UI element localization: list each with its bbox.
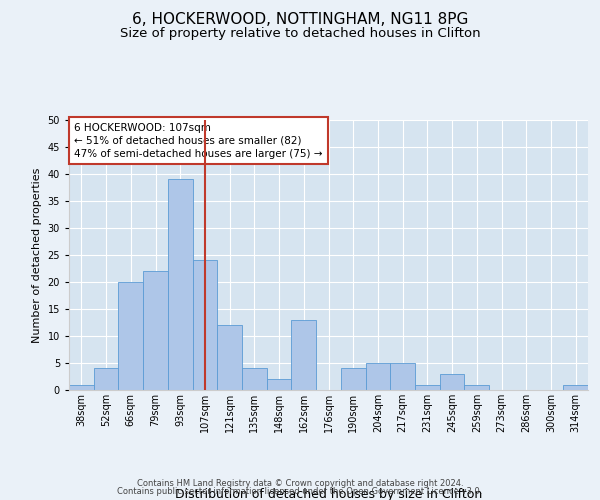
Bar [242, 368, 267, 390]
Bar [415, 384, 440, 390]
X-axis label: Distribution of detached houses by size in Clifton: Distribution of detached houses by size … [175, 488, 482, 500]
Text: Contains public sector information licensed under the Open Government Licence v3: Contains public sector information licen… [118, 487, 482, 496]
Bar [563, 384, 588, 390]
Bar [440, 374, 464, 390]
Text: Size of property relative to detached houses in Clifton: Size of property relative to detached ho… [119, 28, 481, 40]
Bar [143, 271, 168, 390]
Bar [69, 384, 94, 390]
Bar [193, 260, 217, 390]
Bar [94, 368, 118, 390]
Bar [292, 320, 316, 390]
Bar [118, 282, 143, 390]
Bar [168, 180, 193, 390]
Text: 6 HOCKERWOOD: 107sqm
← 51% of detached houses are smaller (82)
47% of semi-detac: 6 HOCKERWOOD: 107sqm ← 51% of detached h… [74, 122, 323, 159]
Text: Contains HM Land Registry data © Crown copyright and database right 2024.: Contains HM Land Registry data © Crown c… [137, 478, 463, 488]
Text: 6, HOCKERWOOD, NOTTINGHAM, NG11 8PG: 6, HOCKERWOOD, NOTTINGHAM, NG11 8PG [132, 12, 468, 28]
Bar [464, 384, 489, 390]
Bar [217, 325, 242, 390]
Y-axis label: Number of detached properties: Number of detached properties [32, 168, 42, 342]
Bar [267, 379, 292, 390]
Bar [341, 368, 365, 390]
Bar [365, 363, 390, 390]
Bar [390, 363, 415, 390]
